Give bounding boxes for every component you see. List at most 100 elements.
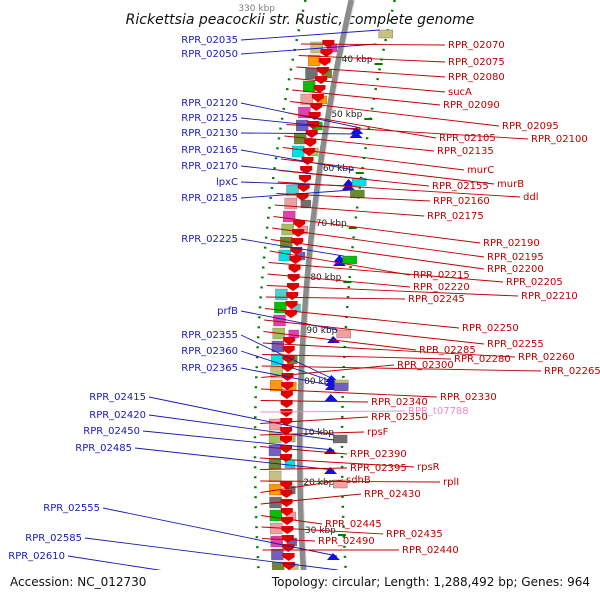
reverse-gene-arrow: [291, 238, 304, 246]
gene-label-right: murB: [497, 179, 524, 190]
gene-label-left: RPR_02420: [89, 410, 146, 421]
reverse-gene-arrow: [304, 139, 317, 147]
leader-line-left: [240, 189, 352, 199]
tick-label: 430 kbp: [299, 526, 336, 536]
leader-line-right: [272, 227, 485, 258]
reverse-gene-arrow: [311, 94, 324, 102]
gene-label-right: RPR_02195: [487, 252, 544, 263]
tick-label: 350 kbp: [326, 110, 363, 120]
reverse-gene-arrow: [287, 274, 300, 282]
reverse-gene-arrow: [281, 526, 294, 534]
leader-line-right: [261, 526, 384, 535]
forward-gene-block: [334, 382, 349, 392]
reverse-gene-arrow: [318, 58, 331, 66]
orf-box: [300, 199, 312, 209]
leader-line-right: [282, 147, 465, 171]
gene-label-left: RPR_02355: [181, 330, 238, 341]
gene-label-right: RPR_02490: [318, 536, 375, 547]
gene-label-right: RPR_02390: [350, 449, 407, 460]
orf-box: [268, 431, 282, 444]
reverse-gene-arrow: [282, 553, 295, 561]
leader-line-right: [261, 515, 323, 525]
gene-label-left: RPR_02365: [181, 363, 238, 374]
reverse-gene-arrow: [282, 355, 295, 363]
gene-label-left: RPR_02450: [83, 426, 140, 437]
leader-line-left: [84, 537, 338, 571]
gene-label-right: murC: [467, 165, 494, 176]
gene-label-left: RPR_02170: [181, 161, 238, 172]
gene-label-right: RPR_02440: [402, 545, 459, 556]
leader-line-left: [240, 43, 377, 55]
reverse-gene-arrow: [286, 292, 299, 300]
gene-label-left: RPR_02555: [43, 503, 100, 514]
reverse-gene-arrow: [288, 265, 301, 273]
forward-gene-block: [332, 434, 348, 444]
gene-label-right: RPR_t07788: [408, 406, 469, 417]
footer-backdrop: [0, 570, 600, 600]
gene-label-left: RPR_02035: [181, 35, 238, 46]
reverse-gene-arrow: [299, 175, 311, 183]
leader-line-right: [263, 331, 417, 351]
forward-gene-block: [336, 329, 351, 339]
gene-label-left: RPR_02050: [181, 49, 238, 60]
leader-line-right: [260, 410, 406, 413]
forward-gene-arrow: [327, 336, 341, 343]
gene-label-right: RPR_02340: [371, 397, 428, 408]
reverse-gene-arrow: [280, 499, 293, 507]
gene-labels: RPR_02035 RPR_02050 RPR_02120 RPR_02125 RPR_…: [8, 35, 600, 562]
leader-line-right: [286, 124, 529, 140]
leader-line-left: [142, 430, 335, 451]
reverse-gene-arrow: [284, 310, 297, 318]
leader-line-right: [273, 216, 481, 244]
orf-box: [268, 444, 282, 457]
gene-label-left: RPR_02130: [181, 128, 238, 139]
orf-box: [268, 470, 282, 483]
reverse-gene-arrow: [280, 490, 293, 498]
forward-gene-block: [351, 177, 367, 187]
leader-line-right: [260, 416, 369, 424]
leader-line-right: [262, 342, 516, 358]
gene-label-right: RPR_02075: [448, 57, 505, 68]
gene-label-right: RPR_02220: [413, 282, 470, 293]
gene-label-right: RPR_02330: [440, 392, 497, 403]
leader-line-left: [134, 447, 335, 471]
leader-line-right: [265, 296, 406, 300]
inner-dotted-track: [340, 0, 396, 600]
reverse-gene-arrow: [280, 436, 292, 444]
leader-line-right: [268, 262, 504, 283]
reverse-gene-arrow: [315, 76, 328, 84]
leader-line-right: [261, 538, 316, 542]
tick-label: 380 kbp: [305, 273, 342, 283]
leader-line-right: [266, 285, 519, 297]
gene-label-right: sdhB: [346, 475, 371, 486]
reverse-gene-arrow: [280, 481, 293, 489]
forward-gene-arrow: [349, 131, 363, 138]
tick-label: 420 kbp: [298, 478, 335, 488]
gene-label-left: RPR_02585: [25, 533, 82, 544]
gene-label-right: RPR_02430: [364, 489, 421, 500]
leader-line-left: [240, 29, 380, 41]
orf-box: [270, 535, 283, 548]
reverse-gene-arrow: [281, 535, 294, 543]
gene-label-right: RPR_02205: [506, 277, 563, 288]
orf-box: [269, 418, 282, 431]
gene-label-right: RPR_02200: [487, 264, 544, 275]
gene-label-right: rpsR: [417, 462, 440, 473]
gene-label-right: RPR_02265: [544, 366, 600, 377]
forward-gene-block: [342, 255, 357, 265]
orf-track: [268, 41, 338, 600]
orf-box: [310, 41, 323, 54]
gene-label-right: RPR_02105: [439, 133, 496, 144]
forward-gene-arrow: [324, 467, 338, 474]
gene-label-right: RPR_02070: [448, 40, 505, 51]
leader-line-right: [262, 354, 452, 360]
gene-label-right: RPR_02435: [386, 529, 443, 540]
leader-line-right: [267, 273, 411, 288]
gene-label-right: RPR_02280: [454, 354, 511, 365]
orf-box: [271, 548, 284, 561]
reverse-gene-arrow: [281, 382, 294, 390]
reverse-gene-arrow: [292, 229, 305, 237]
gene-label-left: RPR_02610: [8, 551, 65, 562]
reverse-gene-arrow: [297, 184, 310, 192]
leader-line-right: [269, 250, 411, 276]
